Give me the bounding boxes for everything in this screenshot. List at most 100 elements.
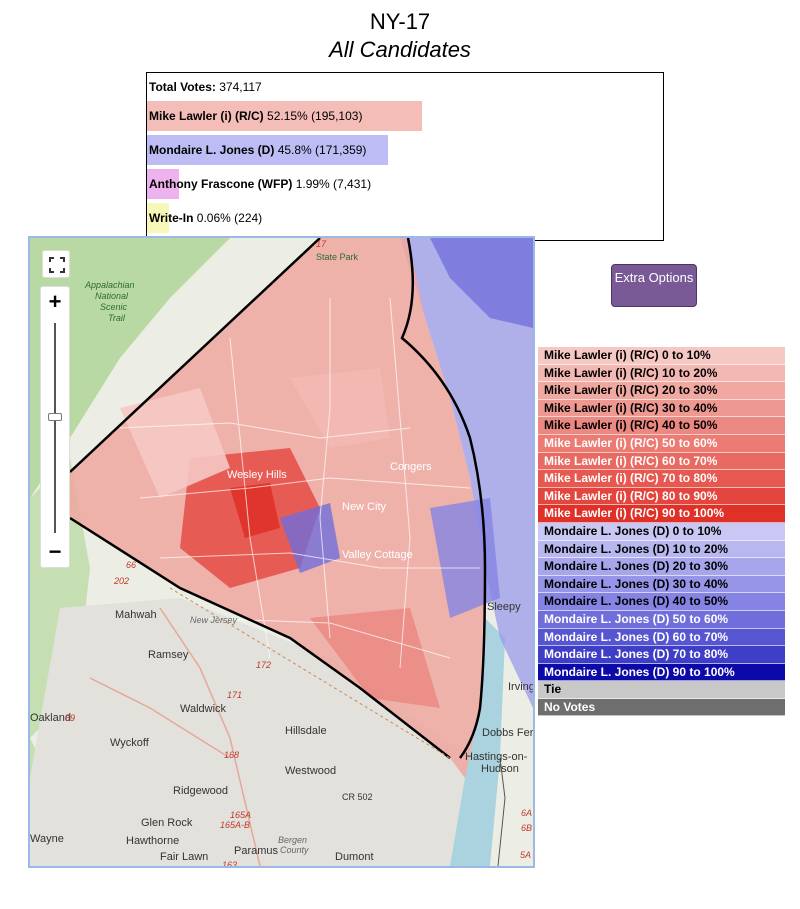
candidate-bar xyxy=(147,135,388,165)
candidate-row: Mondaire L. Jones (D) 45.8% (171,359) xyxy=(147,135,663,165)
results-panel: Total Votes: 374,117 Mike Lawler (i) (R/… xyxy=(146,72,664,241)
candidate-stats: 52.15% (195,103) xyxy=(267,109,363,123)
route-label: 165A-B xyxy=(220,820,250,830)
place-label: Scenic xyxy=(100,302,128,312)
place-label: Fair Lawn xyxy=(160,851,208,863)
candidate-bar xyxy=(147,203,169,233)
route-label: 168 xyxy=(224,750,239,760)
place-label: Dumont xyxy=(335,851,374,863)
route-label: 6A xyxy=(521,808,532,818)
candidate-stats: 0.06% (224) xyxy=(196,211,263,225)
place-label: Congers xyxy=(390,461,432,473)
place-label: New City xyxy=(342,501,387,513)
route-label: 165A xyxy=(230,810,251,820)
route-labels: 17 66 202 172 171 168 165A 165A-B 163 59… xyxy=(65,239,532,866)
precinct-cluster-pink xyxy=(120,388,230,498)
place-label: Hillsdale xyxy=(285,725,327,737)
total-votes-label: Total Votes: xyxy=(149,80,216,94)
total-votes-value: 374,117 xyxy=(219,80,262,94)
candidate-stats: 1.99% (7,431) xyxy=(295,177,372,191)
candidate-name: Mike Lawler (i) (R/C) xyxy=(149,109,264,123)
place-label: Hudson xyxy=(481,763,519,775)
legend-item: Mike Lawler (i) (R/C) 80 to 90% xyxy=(538,487,785,506)
map-labels: Appalachian National Scenic Trail Mahwah… xyxy=(30,252,533,863)
place-label: Oakland xyxy=(30,712,71,724)
place-label: Trail xyxy=(108,313,126,323)
legend-item: Tie xyxy=(538,681,785,699)
legend-item: Mondaire L. Jones (D) 60 to 70% xyxy=(538,628,785,647)
place-label: Ridgewood xyxy=(173,785,228,797)
route-label: 17 xyxy=(316,239,327,249)
highways xyxy=(89,607,261,866)
place-label: Valley Cottage xyxy=(342,549,413,561)
place-label: Waldwick xyxy=(180,703,227,715)
legend-item: Mondaire L. Jones (D) 30 to 40% xyxy=(538,575,785,594)
legend-item: Mondaire L. Jones (D) 50 to 60% xyxy=(538,610,785,629)
legend-item: Mike Lawler (i) (R/C) 10 to 20% xyxy=(538,364,785,383)
district-area-north xyxy=(430,238,533,328)
district-boundary xyxy=(400,238,487,759)
place-label: Glen Rock xyxy=(141,817,193,829)
page-title: NY-17 xyxy=(369,9,431,34)
legend-item: Mondaire L. Jones (D) 40 to 50% xyxy=(538,593,785,611)
candidate-row: Mike Lawler (i) (R/C) 52.15% (195,103) xyxy=(147,101,663,131)
place-label: Dobbs Ferry xyxy=(482,727,533,739)
precinct-cluster-blue xyxy=(280,503,340,573)
legend-item: Mike Lawler (i) (R/C) 30 to 40% xyxy=(538,399,785,418)
place-label: CR 502 xyxy=(342,792,373,802)
place-label: Paramus xyxy=(234,845,279,857)
precinct-cluster-red xyxy=(310,608,440,708)
zoom-slider-handle[interactable] xyxy=(48,413,62,421)
page-subtitle: All Candidates xyxy=(329,37,471,62)
urban-area xyxy=(30,598,470,866)
precinct-cluster-pink xyxy=(290,368,390,448)
precinct-borders xyxy=(119,297,480,669)
candidate-bar xyxy=(147,101,422,131)
fullscreen-icon xyxy=(49,257,65,273)
zoom-out-button[interactable]: − xyxy=(48,539,62,564)
zoom-slider-track[interactable] xyxy=(54,323,56,533)
map-canvas[interactable]: Appalachian National Scenic Trail Mahwah… xyxy=(30,238,533,866)
place-label: Bergen xyxy=(278,835,307,845)
district-boundary xyxy=(69,238,321,473)
legend-item: Mondaire L. Jones (D) 20 to 30% xyxy=(538,558,785,576)
place-label: New Jersey xyxy=(190,615,238,625)
total-votes: Total Votes: 374,117 xyxy=(149,79,262,95)
candidate-row: Write-In 0.06% (224) xyxy=(147,203,663,233)
place-label: Wyckoff xyxy=(110,737,150,749)
place-label: Wayne xyxy=(30,833,64,845)
precinct-cluster-red-dark xyxy=(230,483,280,538)
extra-options-button[interactable]: Extra Options xyxy=(611,264,697,307)
route-label: 163 xyxy=(222,860,237,866)
route-label: 59 xyxy=(65,713,75,723)
route-label: 6B xyxy=(521,823,532,833)
zoom-control: + − xyxy=(40,286,70,568)
map-legend: Mike Lawler (i) (R/C) 0 to 10% Mike Lawle… xyxy=(538,347,785,717)
legend-item: Mike Lawler (i) (R/C) 60 to 70% xyxy=(538,452,785,471)
legend-item: Mondaire L. Jones (D) 10 to 20% xyxy=(538,540,785,559)
place-label: Wesley Hills xyxy=(227,469,287,481)
fullscreen-button[interactable] xyxy=(42,250,70,278)
legend-item: Mike Lawler (i) (R/C) 40 to 50% xyxy=(538,417,785,435)
place-label: County xyxy=(280,845,309,855)
place-label: Westwood xyxy=(285,765,336,777)
route-label: 202 xyxy=(113,576,129,586)
place-label: Hastings-on- xyxy=(465,751,528,763)
place-label: Hawthorne xyxy=(126,835,179,847)
legend-item: Mike Lawler (i) (R/C) 20 to 30% xyxy=(538,382,785,400)
county-line xyxy=(169,587,451,759)
route-label: 172 xyxy=(256,660,271,670)
place-label: National xyxy=(95,291,129,301)
legend-item: Mike Lawler (i) (R/C) 50 to 60% xyxy=(538,434,785,453)
candidate-bar xyxy=(147,169,179,199)
precinct-map[interactable]: Appalachian National Scenic Trail Mahwah… xyxy=(28,236,535,868)
candidate-row: Anthony Frascone (WFP) 1.99% (7,431) xyxy=(147,169,663,199)
candidate-stats: 45.8% (171,359) xyxy=(277,143,367,157)
route-label: 5A xyxy=(520,850,531,860)
zoom-in-button[interactable]: + xyxy=(48,289,62,314)
route-label: 66 xyxy=(126,560,136,570)
place-label: Irvington xyxy=(508,681,533,693)
place-label: Appalachian xyxy=(84,280,135,290)
district-boundary xyxy=(69,516,451,759)
legend-item: No Votes xyxy=(538,698,785,717)
